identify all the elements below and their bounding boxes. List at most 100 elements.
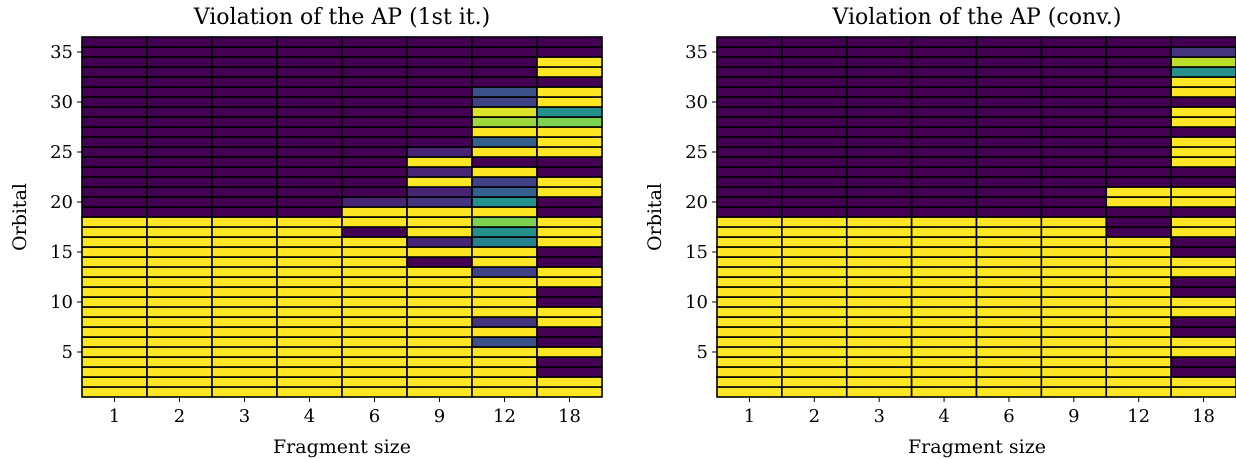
heatmap-cell [211,316,278,328]
heatmap-cell [910,106,978,118]
x-tick-label: 4 [304,406,315,427]
heatmap-cell [975,106,1043,118]
heatmap-cell [341,216,408,228]
heatmap-cell [845,386,913,398]
heatmap-cell [1040,266,1108,278]
heatmap-cell [276,326,343,338]
heatmap-cell [471,236,538,248]
heatmap-cell [781,316,848,328]
heatmap-cell [341,346,408,358]
heatmap-cell [341,206,408,218]
heatmap-cell [276,36,343,48]
heatmap-cell [1105,276,1172,288]
heatmap-cell [341,226,408,238]
heatmap-cell [781,196,848,208]
heatmap-cell [716,346,783,358]
heatmap-cell [1040,286,1108,298]
heatmap-cell [211,266,278,278]
heatmap-cell [716,296,783,308]
heatmap-cell [276,356,343,368]
heatmap-cell [81,226,148,238]
heatmap-cell [1040,236,1108,248]
heatmap-cell [845,46,913,58]
heatmap-cell [1105,96,1172,108]
heatmap-cell [81,166,148,178]
heatmap-cell [716,146,783,158]
heatmap-cell [81,376,148,388]
heatmap-cell [1105,176,1172,188]
heatmap-cell [146,326,213,338]
heatmap-cell [146,226,213,238]
heatmap-cell [716,356,783,368]
heatmap-cell [716,96,783,108]
heatmap-cell [81,236,148,248]
heatmap-cell [1105,366,1172,378]
heatmap-cell [406,256,473,268]
heatmap-cell [211,336,278,348]
heatmap-cell [81,46,148,58]
heatmap-cell [975,146,1043,158]
heatmap-cell [716,266,783,278]
heatmap-cell [1170,46,1236,58]
heatmap-cell [81,126,148,138]
heatmap-cell [910,176,978,188]
heatmap-cell [471,166,538,178]
heatmap-cell [1170,326,1236,338]
heatmap-cell [716,36,783,48]
heatmap-cell [276,246,343,258]
heatmap-cell [845,116,913,128]
heatmap-cell [406,56,473,68]
heatmap-cell [1170,226,1236,238]
heatmap-cell [845,156,913,168]
heatmap-cell [1040,376,1108,388]
heatmap-cell [845,36,913,48]
heatmap-cell [276,296,343,308]
heatmap-cell [1040,226,1108,238]
heatmap-cell [845,66,913,78]
heatmap-cell [910,96,978,108]
heatmap-cell [471,106,538,118]
heatmap-cell [845,246,913,258]
heatmap-cell [1040,166,1108,178]
heatmap-cell [146,36,213,48]
heatmap-cell [211,96,278,108]
y-tick-label: 15 [685,242,708,263]
heatmap-cell [845,196,913,208]
heatmap-cell [211,236,278,248]
heatmap-cell [1105,36,1172,48]
heatmap-cell [146,166,213,178]
heatmap-cell [276,306,343,318]
heatmap-cell [845,96,913,108]
heatmap-cell [1170,186,1236,198]
heatmap-cell [781,106,848,118]
heatmap-cell [211,86,278,98]
heatmap-cell [341,126,408,138]
heatmap-cell [81,326,148,338]
heatmap-cell [1040,156,1108,168]
heatmap-cell [146,146,213,158]
heatmap-cell [845,226,913,238]
heatmap-cell [146,246,213,258]
heatmap-cell [471,356,538,368]
heatmap-cell [211,106,278,118]
heatmap-cell [471,176,538,188]
heatmap-cell [81,136,148,148]
heatmap-cell [146,116,213,128]
heatmap-cell [1170,266,1236,278]
heatmap-cell [81,36,148,48]
heatmap-cell [1105,386,1172,398]
y-axis-label: Orbital [9,183,31,251]
heatmap-cell [716,306,783,318]
heatmap-cell [910,296,978,308]
heatmap-cell [341,256,408,268]
heatmap-cell [716,116,783,128]
heatmap-cell [471,216,538,228]
heatmap-cell [211,326,278,338]
heatmap-cell [536,76,603,88]
heatmap-cell [276,116,343,128]
heatmap-cell [781,246,848,258]
heatmap-cell [81,56,148,68]
heatmap-cell [341,386,408,398]
